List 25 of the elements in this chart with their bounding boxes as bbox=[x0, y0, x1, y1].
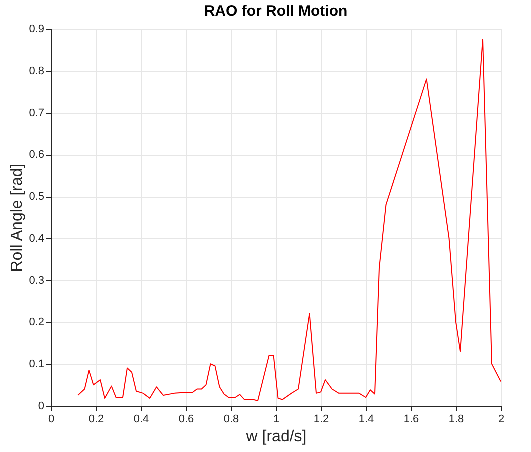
x-tick-label: 1.6 bbox=[404, 414, 420, 426]
x-tick-label: 1.4 bbox=[358, 414, 374, 426]
y-tick-label: 0.1 bbox=[29, 358, 44, 371]
y-tick-label: 0.6 bbox=[29, 149, 44, 162]
chart-title: RAO for Roll Motion bbox=[204, 3, 348, 20]
x-tick-label: 0.4 bbox=[134, 414, 150, 426]
y-tick-label: 0.2 bbox=[29, 316, 44, 329]
y-tick-label: 0.5 bbox=[29, 191, 44, 204]
x-tick-label: 0.6 bbox=[178, 414, 194, 426]
y-tick-label: 0.7 bbox=[29, 107, 44, 120]
x-tick-label: 1.2 bbox=[314, 414, 330, 426]
y-axis-title: Roll Angle [rad] bbox=[9, 164, 26, 272]
y-tick-label: 0.3 bbox=[29, 274, 44, 287]
x-tick-label: 1 bbox=[273, 414, 280, 426]
x-tick-label: 0 bbox=[48, 414, 55, 426]
y-tick-label: 0.4 bbox=[29, 232, 44, 245]
x-tick-label: 0.8 bbox=[224, 414, 240, 426]
line-series bbox=[78, 38, 501, 402]
y-tick-label: 0.8 bbox=[29, 65, 44, 78]
y-tick-label: 0 bbox=[38, 400, 44, 412]
x-tick-label: 2 bbox=[498, 414, 505, 426]
x-tick-label: 1.8 bbox=[448, 414, 464, 426]
x-tick-label: 0.2 bbox=[88, 414, 104, 426]
x-axis-title: w [rad/s] bbox=[245, 428, 307, 446]
y-tick-label: 0.9 bbox=[29, 24, 44, 36]
